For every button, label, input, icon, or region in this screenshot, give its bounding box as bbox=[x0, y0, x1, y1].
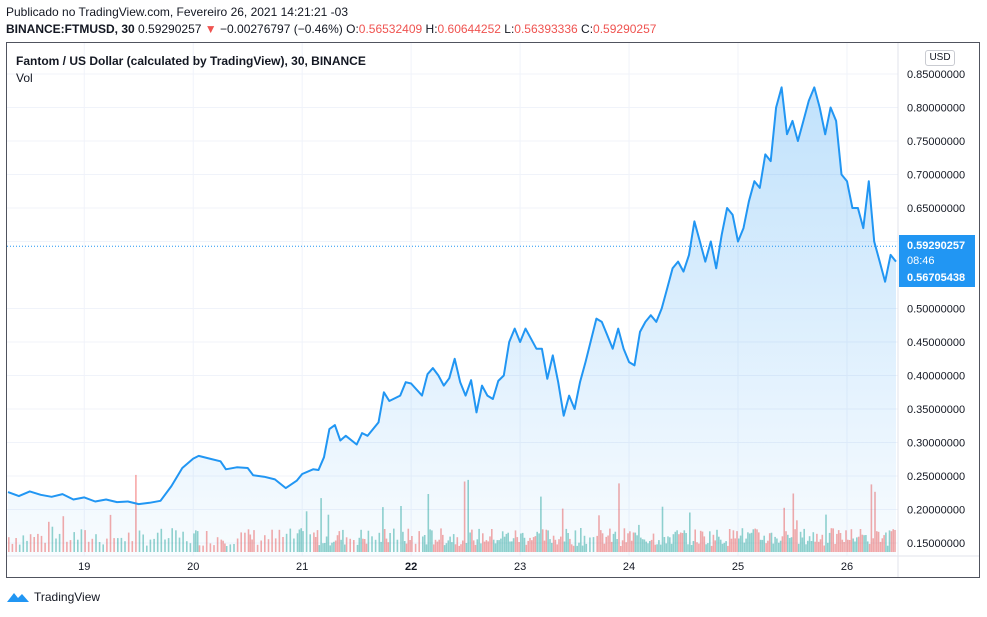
price-tag: 0.59290257 08:46 0.56705438 bbox=[899, 235, 975, 287]
y-tick-label: 0.75000000 bbox=[907, 136, 965, 148]
y-tick-label: 0.80000000 bbox=[907, 103, 965, 115]
price-line bbox=[7, 86, 897, 506]
x-tick-label: 24 bbox=[623, 561, 635, 573]
x-tick-label: 25 bbox=[732, 561, 744, 573]
close-value: 0.59290257 bbox=[593, 22, 657, 36]
tradingview-footer[interactable]: TradingView bbox=[6, 590, 100, 604]
low-value: 0.56393336 bbox=[514, 22, 578, 36]
price-tag-other: 0.56705438 bbox=[907, 272, 965, 284]
y-tick-label: 0.70000000 bbox=[907, 170, 965, 182]
x-tick-label: 21 bbox=[296, 561, 308, 573]
x-tick-label: 26 bbox=[841, 561, 853, 573]
open-label: O: bbox=[346, 22, 359, 36]
open-value: 0.56532409 bbox=[358, 22, 423, 36]
close-label: C: bbox=[581, 22, 594, 36]
x-tick-label: 20 bbox=[187, 561, 199, 573]
y-tick-label: 0.25000000 bbox=[907, 471, 965, 483]
y-tick-label: 0.50000000 bbox=[907, 304, 965, 316]
y-tick-label: 0.20000000 bbox=[907, 505, 965, 517]
y-tick-label: 0.45000000 bbox=[907, 337, 965, 349]
y-tick-label: 0.30000000 bbox=[907, 438, 965, 450]
x-tick-label: 23 bbox=[514, 561, 526, 573]
ohlc-header: BINANCE:FTMUSD, 30 0.59290257 ▼ −0.00276… bbox=[6, 22, 656, 36]
x-tick-label: 19 bbox=[78, 561, 90, 573]
volume-label: Vol bbox=[16, 71, 33, 85]
chart-title: Fantom / US Dollar (calculated by Tradin… bbox=[16, 54, 366, 68]
price-tag-price: 0.59290257 bbox=[907, 240, 965, 252]
last-price: 0.59290257 bbox=[138, 22, 202, 36]
low-label: L: bbox=[504, 22, 515, 36]
time-axis: 19 20 21 22 23 24 25 26 bbox=[78, 561, 853, 573]
high-value: 0.60644252 bbox=[437, 22, 501, 36]
y-tick-label: 0.65000000 bbox=[907, 203, 965, 215]
y-tick-label: 0.35000000 bbox=[907, 404, 965, 416]
footer-brand: TradingView bbox=[34, 590, 101, 604]
y-tick-label: 0.15000000 bbox=[907, 538, 965, 550]
chart-frame bbox=[6, 42, 980, 578]
price-axis: 0.85000000 0.80000000 0.75000000 0.70000000… bbox=[907, 69, 965, 550]
high-label: H: bbox=[425, 22, 438, 36]
y-tick-label: 0.40000000 bbox=[907, 371, 965, 383]
tradingview-logo-icon bbox=[7, 593, 29, 602]
currency-button[interactable]: USD bbox=[925, 50, 955, 66]
price-change: −0.00276797 (−0.46%) bbox=[220, 22, 343, 36]
symbol-label: BINANCE:FTMUSD, 30 bbox=[6, 22, 135, 36]
published-note: Publicado no TradingView.com, Fevereiro … bbox=[6, 5, 348, 19]
price-tag-countdown: 08:46 bbox=[907, 255, 935, 267]
x-tick-label: 22 bbox=[405, 561, 417, 573]
price-area bbox=[8, 87, 896, 557]
y-tick-label: 0.85000000 bbox=[907, 69, 965, 81]
down-arrow-icon: ▼ bbox=[204, 22, 217, 36]
